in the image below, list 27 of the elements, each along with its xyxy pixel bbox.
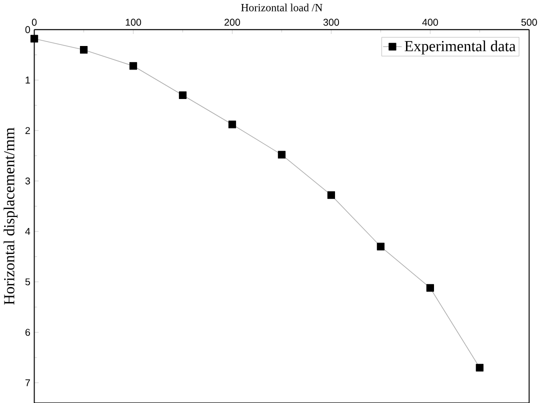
x-axis-title: Horizontal load /N	[241, 3, 322, 12]
y-tick-label: 6	[25, 328, 30, 336]
x-tick-label: 0	[32, 18, 37, 26]
y-tick-label: 5	[25, 278, 30, 286]
y-tick-label: 4	[25, 228, 30, 235]
y-tick-label: 1	[26, 76, 30, 84]
point	[80, 46, 88, 54]
x-tick-label: 500	[521, 18, 537, 26]
x-tick-label: 200	[224, 18, 240, 26]
point	[327, 191, 336, 199]
y-tick-label: 0	[25, 26, 30, 33]
y-tick-label: 2	[25, 126, 30, 134]
x-tick-label: 300	[323, 18, 340, 26]
point	[376, 242, 385, 250]
x-tick-label: 400	[422, 18, 438, 26]
legend-label: Experimental data	[404, 40, 516, 54]
point	[228, 120, 236, 128]
y-tick-label: 7	[25, 379, 30, 386]
point	[426, 284, 434, 292]
point	[129, 62, 138, 70]
point	[476, 364, 484, 372]
point	[278, 150, 286, 158]
x-tick-label: 100	[126, 18, 142, 26]
point	[178, 91, 187, 99]
y-tick-label: 3	[25, 177, 30, 184]
y-axis-title: Horizontal displacement/mm	[4, 127, 18, 304]
point	[30, 34, 38, 42]
